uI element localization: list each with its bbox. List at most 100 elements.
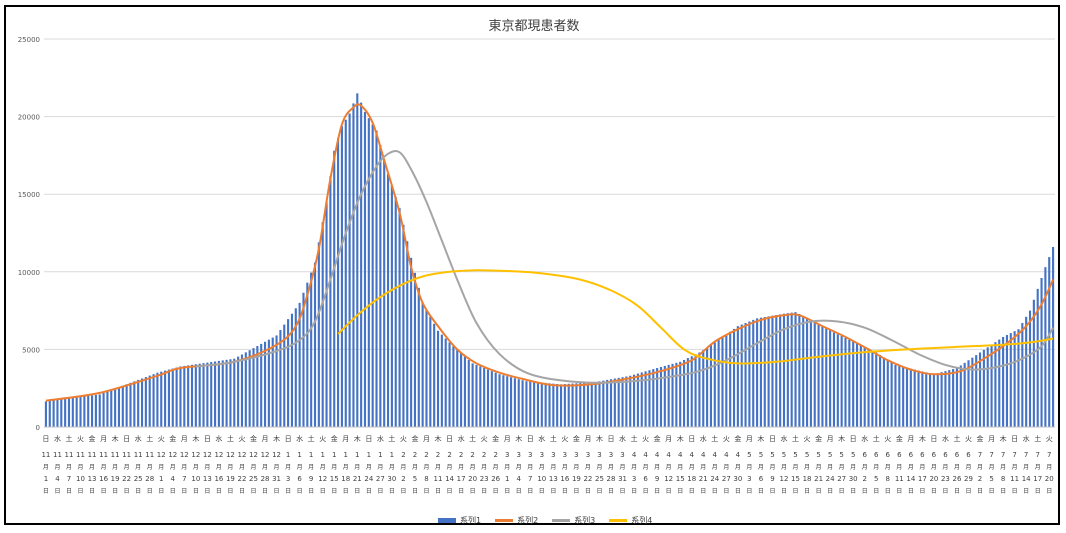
x-tick-label: 7 xyxy=(67,475,71,483)
bar-mark xyxy=(894,364,897,427)
x-tick-label: 1 xyxy=(297,451,301,459)
bar-mark xyxy=(94,394,97,427)
x-tick-label: 1 xyxy=(309,451,313,459)
x-tick-label: 23 xyxy=(480,475,489,483)
x-tick-label: 19 xyxy=(226,475,235,483)
bar-mark xyxy=(52,400,55,427)
x-tick-label: 日 xyxy=(688,435,695,443)
x-tick-label: 月 xyxy=(896,464,902,471)
bar-mark xyxy=(913,369,916,427)
x-tick-label: 20 xyxy=(1045,475,1054,483)
x-tick-label: 月 xyxy=(585,464,591,471)
legend-label-series1: 系列1 xyxy=(460,516,482,525)
x-tick-label: 11 xyxy=(434,475,443,483)
x-tick-label: 26 xyxy=(953,475,962,483)
x-tick-label: 24 xyxy=(364,475,373,483)
x-tick-label: 1 xyxy=(378,451,382,459)
bar-mark xyxy=(479,366,482,427)
x-tick-label: 日 xyxy=(527,488,533,495)
x-tick-label: 日 xyxy=(827,488,833,495)
bar-mark xyxy=(283,324,286,427)
bar-mark xyxy=(121,385,124,427)
x-tick-label: 11 xyxy=(134,451,143,459)
x-tick-label: 月 xyxy=(493,464,499,471)
x-tick-label: 月 xyxy=(274,464,280,471)
x-tick-label: 月 xyxy=(78,464,84,471)
bar-mark xyxy=(1040,278,1043,427)
x-tick-label: 3 xyxy=(586,451,590,459)
bar-mark xyxy=(240,354,244,427)
x-tick-label: 月 xyxy=(54,464,60,471)
x-tick-label: 日 xyxy=(862,488,868,495)
x-tick-label: 2 xyxy=(401,451,405,459)
x-tick-label: 4 xyxy=(701,451,706,459)
x-tick-label: 日 xyxy=(1012,488,1018,495)
x-tick-label: 日 xyxy=(400,488,406,495)
bar-mark xyxy=(117,387,121,427)
x-tick-label: 28 xyxy=(607,475,616,483)
x-tick-label: 日 xyxy=(758,488,764,495)
x-tick-label: 月 xyxy=(873,464,879,471)
x-tick-label: 16 xyxy=(560,475,569,483)
x-tick-label: 21 xyxy=(814,475,823,483)
x-tick-label: 火 xyxy=(158,435,165,443)
bar-mark xyxy=(310,272,313,427)
bar-mark xyxy=(548,383,551,427)
x-tick-label: 月 xyxy=(239,464,245,471)
x-tick-label: 月 xyxy=(746,464,752,471)
bar-mark xyxy=(313,262,317,427)
x-tick-label: 金 xyxy=(573,434,580,443)
x-tick-label: 4 xyxy=(171,475,176,483)
x-tick-label: 6 xyxy=(920,451,925,459)
x-tick-label: 日 xyxy=(873,488,879,495)
bar-mark xyxy=(421,302,424,427)
legend-label-series4: 系列4 xyxy=(631,516,653,525)
x-tick-label: 日 xyxy=(781,488,787,495)
chart-frame: 東京都現患者数 0 5000 10000 15000 20000 25000 日 11 月 1 日水… xyxy=(4,5,1060,525)
bar-mark xyxy=(471,363,474,427)
x-tick-label: 日 xyxy=(470,488,476,495)
bar-mark xyxy=(729,331,732,427)
x-tick-label: 12 xyxy=(249,451,258,459)
legend-swatch-series2 xyxy=(495,519,514,522)
bar-mark xyxy=(698,352,701,427)
bar-mark xyxy=(1036,288,1039,427)
x-tick-label: 6 xyxy=(897,451,902,459)
x-tick-label: 日 xyxy=(1011,435,1018,443)
x-tick-label: 5 xyxy=(989,475,993,483)
bar-mark xyxy=(398,208,401,427)
x-tick-label: 月 xyxy=(977,464,983,471)
x-tick-label: 日 xyxy=(677,488,683,495)
x-tick-label: 3 xyxy=(563,451,567,459)
bar-mark xyxy=(571,383,574,427)
bar-mark xyxy=(325,201,328,427)
legend-label-series3: 系列3 xyxy=(574,516,596,525)
x-tick-label: 日 xyxy=(977,488,983,495)
x-tick-label: 金 xyxy=(492,434,499,443)
bar-mark xyxy=(67,398,71,427)
x-tick-label: 1 xyxy=(320,451,324,459)
x-tick-label: 月 xyxy=(827,435,834,443)
x-tick-label: 月 xyxy=(1035,464,1041,471)
x-tick-label: 月 xyxy=(712,464,718,471)
x-tick-label: 木 xyxy=(919,434,926,443)
x-tick-label: 日 xyxy=(965,488,971,495)
x-tick-label: 水 xyxy=(135,434,142,443)
x-tick-label: 土 xyxy=(873,434,880,443)
x-tick-label: 14 xyxy=(1022,475,1031,483)
bar-mark xyxy=(606,379,609,427)
x-tick-label: 28 xyxy=(145,475,154,483)
bar-mark xyxy=(613,378,616,427)
bar-mark xyxy=(206,362,209,427)
x-tick-label: 15 xyxy=(676,475,685,483)
x-tick-label: 6 xyxy=(943,451,948,459)
x-tick-label: 2 xyxy=(470,451,474,459)
bar-mark xyxy=(1025,316,1028,427)
x-tick-label: 日 xyxy=(712,488,718,495)
x-tick-label: 19 xyxy=(572,475,581,483)
x-tick-label: 17 xyxy=(1033,475,1042,483)
bar-mark xyxy=(513,378,516,427)
x-tick-label: 木 xyxy=(596,434,603,443)
x-tick-label: 日 xyxy=(942,488,948,495)
x-tick-label: 土 xyxy=(146,434,153,443)
